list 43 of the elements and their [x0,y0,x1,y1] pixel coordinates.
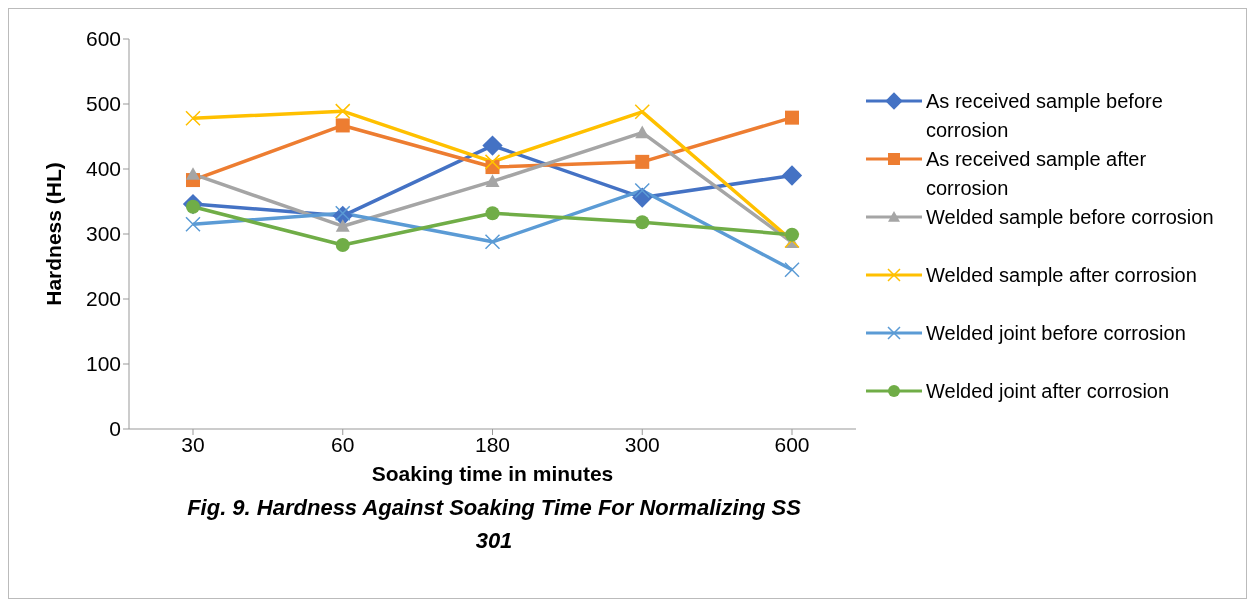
x-tick-label: 180 [474,432,511,456]
x-tick-label: 60 [331,432,355,456]
point [784,262,800,278]
point [485,174,500,187]
point [482,135,503,156]
point [335,103,351,119]
point [785,227,799,242]
point [635,154,650,169]
point [335,238,350,253]
point [785,110,799,125]
point [185,110,201,127]
point [485,206,500,221]
y-tick-label: 500 [85,92,121,116]
legend-label: As received sample after corrosion [926,147,1148,201]
point [484,234,501,250]
legend-label: Welded joint before corrosion [926,321,1186,346]
legend-label: Welded sample before corrosion [926,205,1214,230]
point [634,182,650,199]
x-tick-label: 600 [774,432,810,456]
point [484,154,501,170]
x-axis-title: Soaking time in minutes [371,462,614,485]
legend-label: Welded sample after corrosion [926,263,1197,288]
point [635,215,650,230]
y-tick-label: 300 [85,222,121,246]
legend-label: Welded joint after corrosion [926,379,1170,404]
y-tick-label: 0 [109,417,121,441]
y-tick-label: 400 [85,157,121,181]
y-tick-label: 200 [85,287,121,311]
point [335,205,351,221]
y-tick-label: 600 [85,27,121,51]
point [335,118,350,133]
x-tick-label: 30 [181,432,205,456]
point [634,104,650,120]
point [781,165,803,186]
x-tick-label: 300 [624,432,660,456]
caption: Fig. 9. Hardness Against Soaking Time For Normalizing SS 301 [186,494,802,555]
legend-label: As received sample before corrosion [926,89,1164,143]
y-axis-title: Hardness (HL) [42,162,66,306]
point [635,125,650,139]
point [335,219,350,232]
y-tick-label: 100 [85,352,121,376]
point [186,167,200,180]
point [185,216,201,232]
